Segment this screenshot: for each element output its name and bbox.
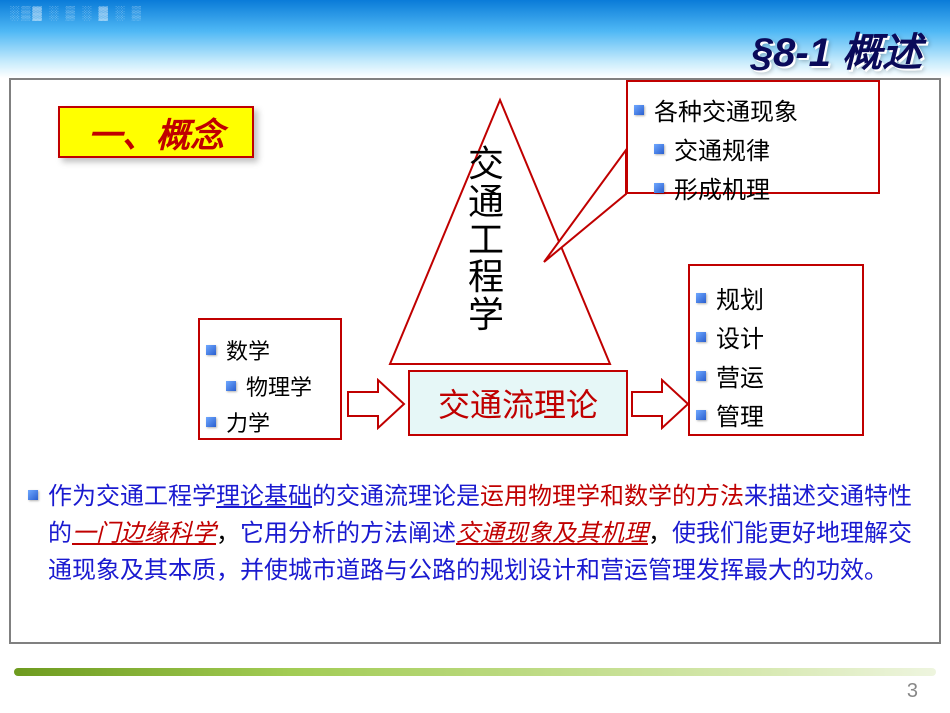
list-item: 营运	[696, 358, 856, 393]
list-item: 设计	[696, 319, 856, 354]
list-item: 形成机理	[634, 170, 872, 205]
left-item-label: 力学	[226, 406, 270, 438]
bullet-icon	[654, 183, 664, 193]
arrow-center-to-right	[630, 378, 690, 430]
bullet-icon	[206, 345, 216, 355]
top-list: 各种交通现象 交通规律 形成机理	[634, 92, 872, 205]
para-seg-red-underline-italic: 交通现象及其机理	[456, 520, 648, 547]
para-seg: ，	[648, 520, 672, 547]
para-seg-underline: 理论基础	[216, 483, 312, 510]
list-item: 力学	[206, 406, 334, 438]
para-seg: 的交通流理论是	[312, 483, 480, 510]
left-list: 数学 物理学 力学	[206, 334, 334, 438]
right-item-label: 营运	[716, 358, 764, 393]
left-item-label: 数学	[226, 334, 270, 366]
right-item-label: 管理	[716, 397, 764, 432]
para-seg-red-underline-italic: 一门边缘科学	[72, 520, 216, 547]
bullet-icon	[696, 293, 706, 303]
right-item-label: 设计	[716, 319, 764, 354]
page-number: 3	[907, 680, 918, 703]
concept-badge: 一、概念	[58, 106, 254, 158]
top-item-label: 形成机理	[674, 170, 770, 205]
left-item-label: 物理学	[246, 370, 312, 402]
bullet-icon	[696, 410, 706, 420]
tri-char-5: 学	[468, 297, 504, 335]
left-box-sciences: 数学 物理学 力学	[198, 318, 342, 440]
tri-char-1: 交	[468, 146, 504, 184]
right-list: 规划 设计 营运 管理	[696, 280, 856, 432]
right-box-applications: 规划 设计 营运 管理	[688, 264, 864, 436]
arrow-left-to-center	[346, 378, 406, 430]
top-box-phenomena: 各种交通现象 交通规律 形成机理	[626, 80, 880, 194]
bullet-icon	[654, 144, 664, 154]
bullet-icon	[28, 490, 38, 500]
top-item-label: 交通规律	[674, 131, 770, 166]
right-item-label: 规划	[716, 280, 764, 315]
triangle-label: 交 通 工 程 学	[466, 146, 506, 335]
bullet-icon	[226, 381, 236, 391]
bullet-icon	[206, 417, 216, 427]
description-paragraph: 作为交通工程学理论基础的交通流理论是运用物理学和数学的方法来描述交通特性的一门边…	[30, 478, 920, 590]
header-decoration: ░▒▓ ░ ▒ ░ ▓ ░ ▒	[10, 5, 143, 21]
footer-bar	[14, 668, 936, 676]
list-item: 各种交通现象	[634, 92, 872, 127]
tri-char-4: 程	[468, 259, 504, 297]
section-title: §8-1 概述	[751, 20, 922, 78]
para-seg-red: 运用物理学和数学的方法	[480, 483, 744, 510]
para-text: 作为交通工程学理论基础的交通流理论是运用物理学和数学的方法来描述交通特性的一门边…	[30, 478, 920, 590]
bullet-icon	[696, 332, 706, 342]
para-seg: 作为交通工程学	[48, 483, 216, 510]
list-item: 交通规律	[634, 131, 872, 166]
list-item: 管理	[696, 397, 856, 432]
list-item: 规划	[696, 280, 856, 315]
para-seg: ，	[216, 520, 240, 547]
para-seg: 它用分析的方法阐述	[240, 520, 456, 547]
top-item-label: 各种交通现象	[654, 92, 798, 127]
center-box-traffic-flow-theory: 交通流理论	[408, 370, 628, 436]
list-item: 物理学	[206, 370, 334, 402]
bullet-icon	[696, 371, 706, 381]
tri-char-2: 通	[468, 184, 504, 222]
bullet-icon	[634, 105, 644, 115]
list-item: 数学	[206, 334, 334, 366]
tri-char-3: 工	[468, 222, 504, 260]
